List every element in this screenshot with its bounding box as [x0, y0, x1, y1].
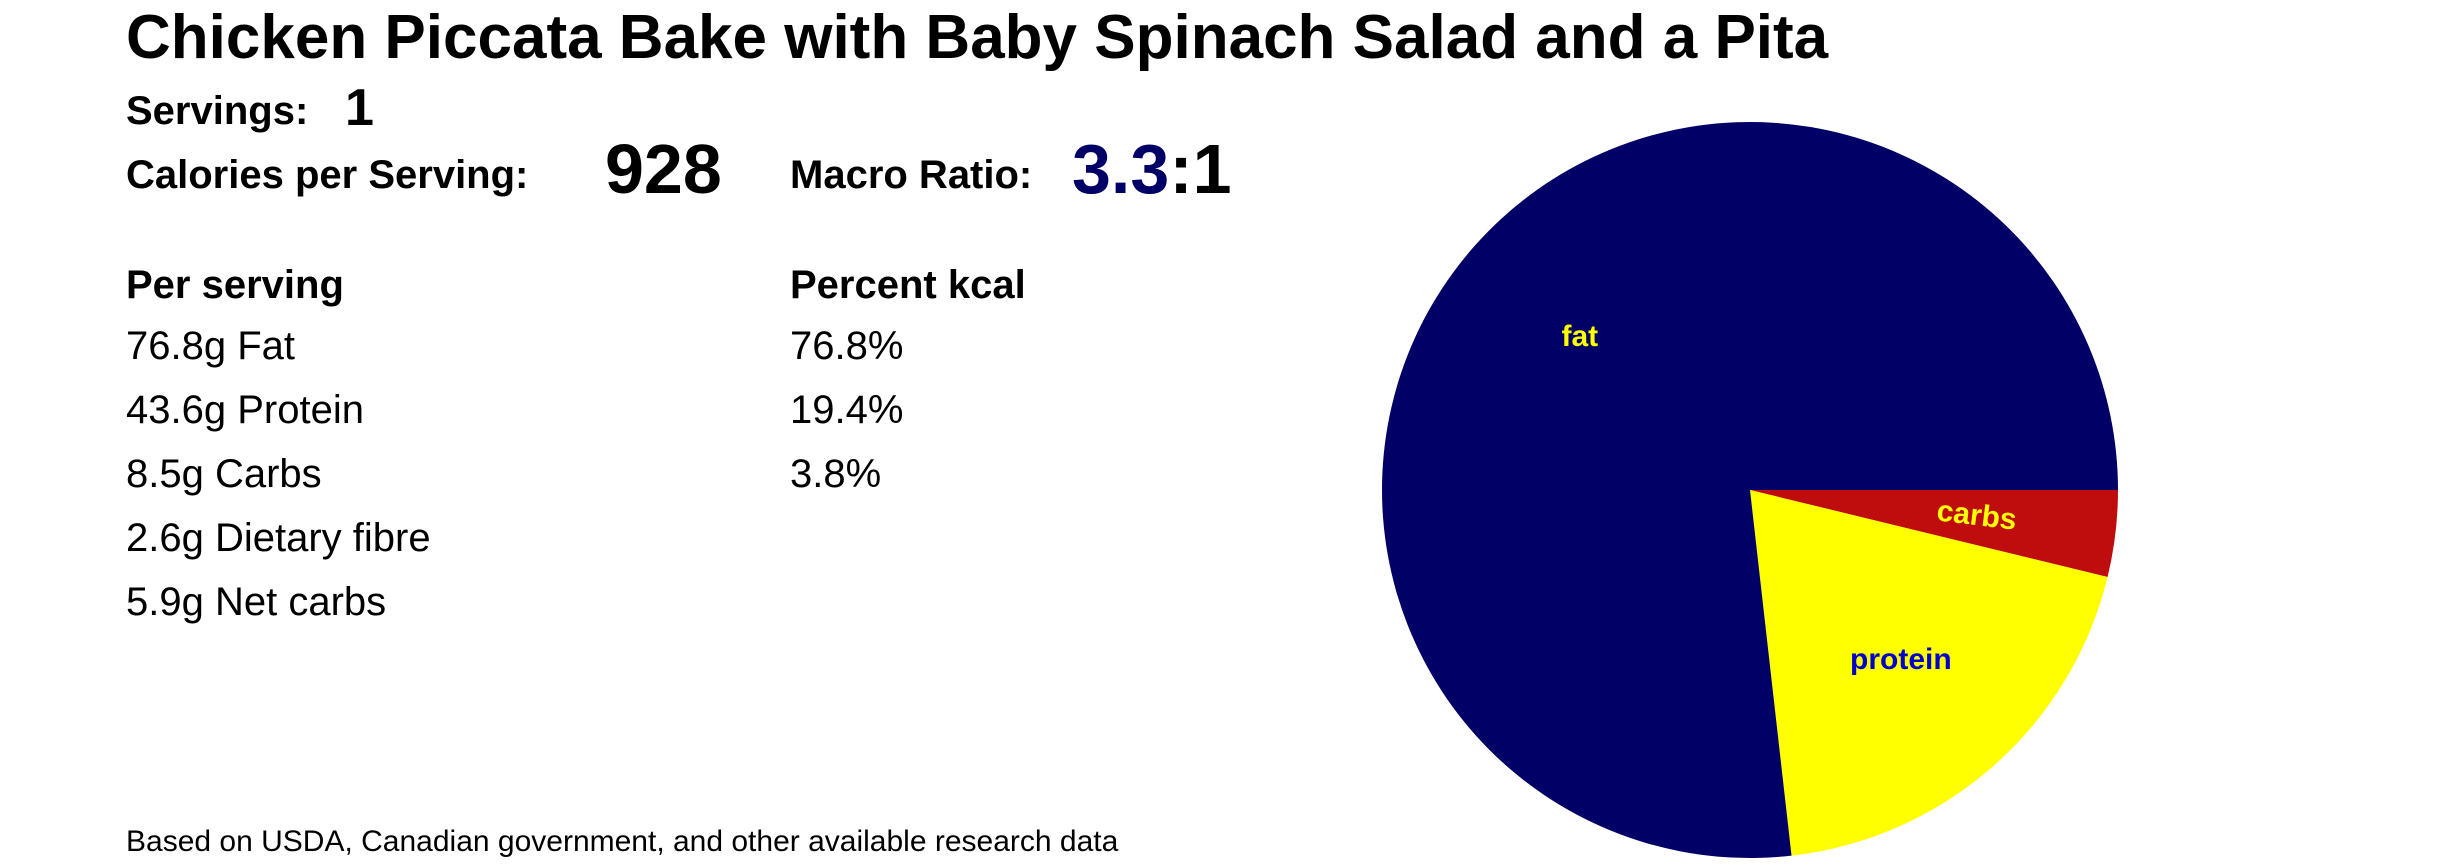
percent-kcal-header: Percent kcal — [790, 263, 1026, 307]
calories-value: 928 — [605, 130, 722, 208]
percent-kcal-carbs: 3.8% — [790, 452, 882, 496]
macro-ratio-number: 3.3 — [1072, 130, 1170, 208]
servings-label: Servings: — [126, 89, 309, 133]
pie-label-protein: protein — [1850, 643, 1952, 676]
pie-slice-carbs — [1750, 490, 2118, 578]
per-serving-protein: 43.6g Protein — [126, 388, 364, 432]
per-serving-carbs: 8.5g Carbs — [126, 452, 322, 496]
pie-slice-protein — [1750, 490, 2108, 856]
per-serving-fat: 76.8g Fat — [126, 324, 296, 368]
per-serving-fibre: 2.6g Dietary fibre — [126, 516, 431, 560]
percent-kcal-list: 76.8% 19.4% 3.8% — [790, 314, 903, 506]
calories-label: Calories per Serving: — [126, 153, 529, 197]
per-serving-list: 76.8g Fat 43.6g Protein 8.5g Carbs 2.6g … — [126, 314, 431, 634]
macro-ratio-suffix: :1 — [1169, 130, 1232, 208]
recipe-title: Chicken Piccata Bake with Baby Spinach S… — [126, 3, 1829, 72]
servings-value: 1 — [345, 79, 374, 137]
macro-pie-chart: carbs protein fat — [1380, 120, 2120, 860]
per-serving-net-carbs: 5.9g Net carbs — [126, 580, 387, 624]
macro-ratio-value: 3.3:1 — [1072, 130, 1232, 208]
source-note: Based on USDA, Canadian government, and … — [126, 825, 1119, 858]
pie-slice-fat — [1382, 122, 2118, 859]
per-serving-header: Per serving — [126, 263, 344, 307]
macro-ratio-label: Macro Ratio: — [790, 153, 1033, 197]
pie-label-fat: fat — [1561, 320, 1598, 353]
percent-kcal-protein: 19.4% — [790, 388, 904, 432]
percent-kcal-fat: 76.8% — [790, 324, 904, 368]
